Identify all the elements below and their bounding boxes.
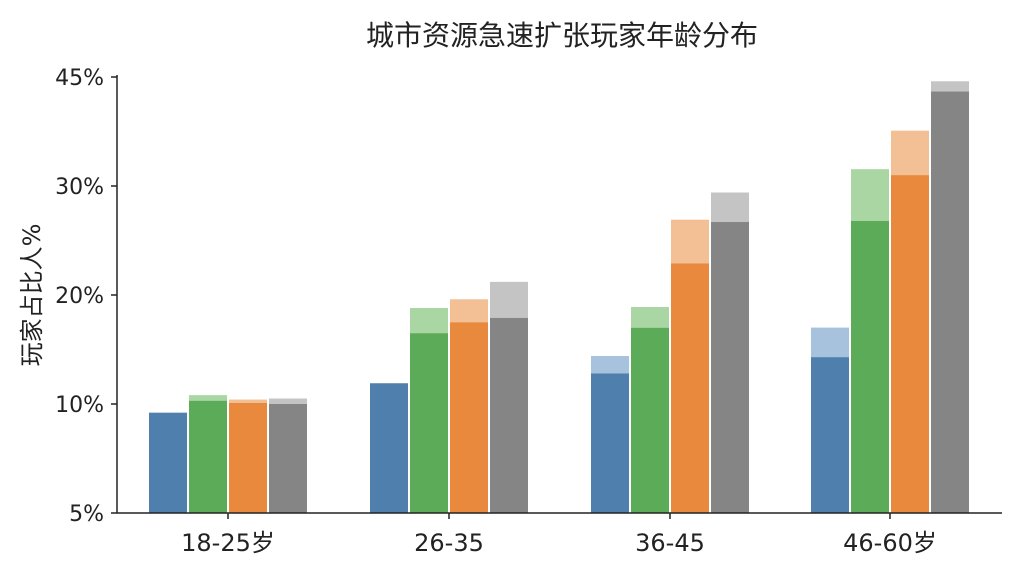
bar-cap <box>490 281 528 285</box>
bars <box>149 81 969 514</box>
bar <box>591 373 629 513</box>
y-tick-label: 30% <box>55 175 104 200</box>
bar-segment-light <box>631 306 669 328</box>
bar-cap <box>410 308 448 312</box>
bar-cap <box>189 395 227 399</box>
bar <box>229 402 267 513</box>
y-tick-label: 20% <box>55 284 104 309</box>
bar <box>450 322 488 513</box>
bar-segment-light <box>891 130 929 176</box>
bar-segment-light <box>591 356 629 374</box>
bar-cap <box>450 299 488 303</box>
bar-cap <box>631 306 669 310</box>
y-axis-ticks: 5% 10% 20% 30% 45% <box>55 66 117 527</box>
bar-segment-light <box>811 327 849 358</box>
bar <box>851 220 889 513</box>
x-tick-label: 36-45 <box>635 529 705 557</box>
bar <box>410 333 448 513</box>
x-tick-label: 18-25岁 <box>181 529 275 557</box>
y-tick-label: 10% <box>55 393 104 418</box>
bar <box>269 404 307 513</box>
x-tick-label: 46-60岁 <box>843 529 937 557</box>
bar-cap <box>269 398 307 402</box>
bar-cap <box>711 192 749 196</box>
bar <box>490 317 528 513</box>
bar <box>711 221 749 513</box>
y-axis-label: 玩家占比人% <box>18 224 46 367</box>
bar <box>931 91 969 514</box>
y-tick-label: 45% <box>55 66 104 91</box>
chart-title: 城市资源急速扩张玩家年龄分布 <box>366 19 758 52</box>
bar-segment-light <box>450 299 488 323</box>
bar-cap <box>229 399 267 403</box>
bar-segment-light <box>851 169 889 221</box>
bar-segment-light <box>711 192 749 222</box>
bar <box>370 383 408 513</box>
bar-cap <box>891 130 929 134</box>
bar-cap <box>851 169 889 173</box>
bar-cap <box>591 356 629 360</box>
bar-cap <box>811 327 849 331</box>
bar-segment-light <box>931 81 969 92</box>
bar-segment-light <box>410 308 448 334</box>
bar <box>671 263 709 513</box>
bar <box>811 357 849 513</box>
bar-cap <box>931 81 969 85</box>
bar-segment-light <box>490 281 528 318</box>
bar <box>149 412 187 513</box>
x-axis-ticks: 18-25岁 26-35 36-45 46-60岁 <box>181 513 937 557</box>
y-tick-label: 5% <box>69 502 104 527</box>
bar-segment-light <box>671 219 709 264</box>
bar-cap <box>671 219 709 223</box>
bar <box>891 175 929 513</box>
bar <box>631 327 669 513</box>
bar <box>189 400 227 513</box>
x-tick-label: 26-35 <box>414 529 484 557</box>
